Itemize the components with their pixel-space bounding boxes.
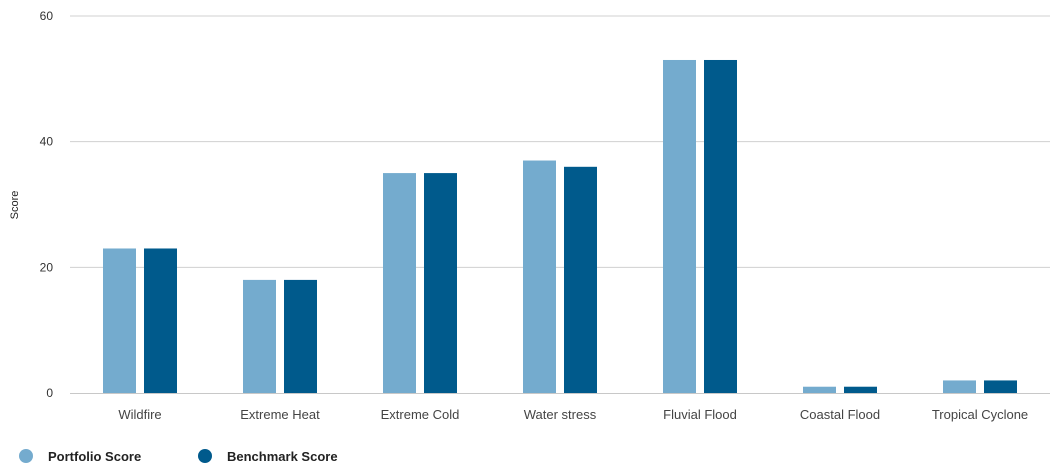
bar-portfolio-score-tropical-cyclone: [943, 380, 976, 393]
gridlines: [70, 15, 1050, 268]
bar-portfolio-score-wildfire: [103, 248, 136, 393]
bar-benchmark-score-extreme-heat: [284, 279, 317, 393]
y-axis-title: Score: [9, 191, 21, 220]
bar-benchmark-score-tropical-cyclone: [984, 380, 1017, 393]
x-category-label: Wildfire: [118, 407, 161, 422]
bars: [103, 59, 1017, 393]
bar-benchmark-score-extreme-cold: [424, 173, 457, 393]
legend-label: Benchmark Score: [227, 449, 338, 464]
bar-portfolio-score-extreme-heat: [243, 279, 276, 393]
x-category-label: Water stress: [524, 407, 597, 422]
x-axis-categories: Wildfire Extreme Heat Extreme Cold Water st…: [118, 407, 1028, 422]
y-tick-label: 20: [40, 260, 54, 274]
y-tick-label: 40: [40, 135, 54, 149]
bar-benchmark-score-wildfire: [144, 248, 177, 393]
legend: Portfolio Score Benchmark Score: [19, 449, 338, 464]
x-category-label: Extreme Cold: [381, 407, 460, 422]
bar-portfolio-score-coastal-flood: [803, 386, 836, 393]
bar-benchmark-score-water-stress: [564, 166, 597, 393]
y-tick-label: 0: [46, 386, 53, 400]
y-tick-label: 60: [40, 9, 54, 23]
bar-benchmark-score-coastal-flood: [844, 386, 877, 393]
x-category-label: Tropical Cyclone: [932, 407, 1028, 422]
legend-label: Portfolio Score: [48, 449, 141, 464]
x-category-label: Fluvial Flood: [663, 407, 737, 422]
y-axis-ticks: 0 20 40 60: [40, 9, 54, 400]
bar-benchmark-score-fluvial-flood: [704, 59, 737, 393]
bar-portfolio-score-extreme-cold: [383, 173, 416, 393]
legend-swatch: [198, 449, 212, 463]
bar-portfolio-score-water-stress: [523, 160, 556, 393]
bar-portfolio-score-fluvial-flood: [663, 59, 696, 393]
x-category-label: Coastal Flood: [800, 407, 880, 422]
legend-swatch: [19, 449, 33, 463]
x-category-label: Extreme Heat: [240, 407, 320, 422]
